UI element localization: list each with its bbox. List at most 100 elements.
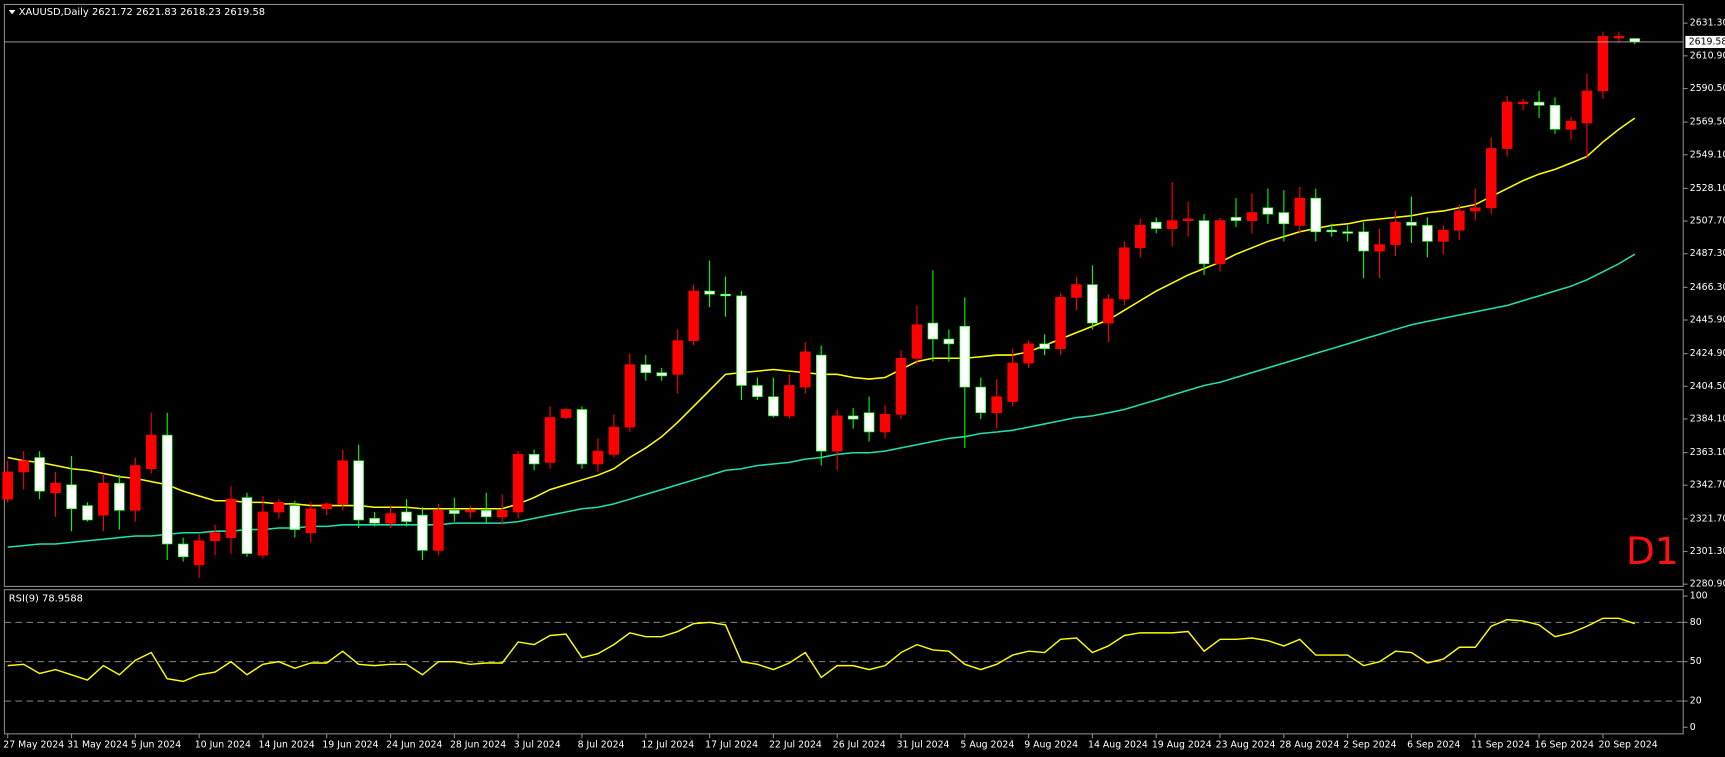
candle-body <box>273 502 285 513</box>
candle-body <box>704 290 715 295</box>
candle-body <box>1501 101 1513 149</box>
candle-body <box>720 293 731 297</box>
candle-body <box>576 409 588 465</box>
candle-body <box>1262 207 1274 215</box>
candle-body <box>911 324 923 359</box>
candle-body <box>688 290 699 341</box>
y-tick-label: 2549.10 <box>1690 149 1725 160</box>
candle-body <box>66 484 77 510</box>
candle-body <box>879 413 891 433</box>
candle-body <box>959 325 971 388</box>
candle-body <box>353 460 364 521</box>
x-tick-label: 9 Aug 2024 <box>1024 739 1078 750</box>
candle-body <box>241 497 253 554</box>
x-tick-label: 31 May 2024 <box>67 739 128 750</box>
candle-body <box>991 396 1002 414</box>
candle-body <box>417 514 428 551</box>
candle-body <box>1294 197 1306 226</box>
x-tick-label: 27 May 2024 <box>3 739 64 750</box>
candle-body <box>1597 36 1609 92</box>
y-tick-label: 2569.50 <box>1690 117 1725 128</box>
y-tick-label: 20 <box>1690 696 1702 707</box>
symbol: XAUUSD,Daily <box>19 7 89 18</box>
candle-body <box>752 385 763 398</box>
candle-body <box>560 409 572 418</box>
candle-body <box>608 426 620 455</box>
candle-body <box>815 354 827 452</box>
candle-body <box>1119 247 1130 300</box>
y-tick-label: 2280.90 <box>1690 579 1725 590</box>
candle-body <box>1517 101 1529 105</box>
candle-body <box>433 510 444 551</box>
candle-body <box>1629 38 1641 43</box>
x-tick-label: 23 Aug 2024 <box>1216 739 1276 750</box>
candle-body <box>401 511 412 522</box>
x-tick-label: 24 Jun 2024 <box>386 739 442 750</box>
x-tick-label: 14 Aug 2024 <box>1088 739 1148 750</box>
candle-body <box>1406 221 1417 226</box>
y-tick-label: 2528.10 <box>1690 183 1725 194</box>
y-tick-label: 50 <box>1690 656 1702 667</box>
candle-body <box>145 434 157 470</box>
x-tick-label: 6 Sep 2024 <box>1407 739 1460 750</box>
candle-body <box>161 434 173 545</box>
candle-body <box>1310 197 1322 233</box>
candle-body <box>82 505 93 521</box>
candle-body <box>768 396 779 417</box>
candle-body <box>1182 218 1194 221</box>
price-panel <box>3 3 1684 587</box>
y-tick-label: 2631.30 <box>1690 18 1725 29</box>
candle-body <box>480 510 492 518</box>
last-close: 2619.58 <box>224 7 265 18</box>
rsi-line <box>7 617 1636 683</box>
candle-body <box>895 357 907 415</box>
candle-body <box>289 505 301 530</box>
candle-body <box>369 518 380 524</box>
y-tick-label: 2424.90 <box>1690 348 1725 359</box>
candle-body <box>528 454 540 465</box>
candle-body <box>1087 284 1098 324</box>
candle-body <box>34 457 45 492</box>
candle-body <box>1422 225 1433 242</box>
candle-body <box>337 460 348 505</box>
current-price-box <box>1685 35 1725 48</box>
y-tick-label: 0 <box>1690 722 1696 733</box>
x-tick-label: 17 Jul 2024 <box>705 739 758 750</box>
symbol-header: XAUUSD,Daily 2621.72 2621.83 2618.23 261… <box>19 7 265 18</box>
candle-body <box>927 322 939 340</box>
candle-body <box>1246 212 1258 221</box>
y-tick-label: 2445.90 <box>1690 315 1725 326</box>
y-tick-label: 2321.70 <box>1690 513 1725 524</box>
candle-body <box>640 364 652 374</box>
rsi-title: RSI(9) <box>9 594 39 605</box>
candle-body <box>385 513 396 524</box>
candle-body <box>736 295 747 386</box>
rsi-last: 78.9588 <box>42 594 83 605</box>
y-tick-label: 2301.30 <box>1690 546 1725 557</box>
candle-body <box>656 372 668 377</box>
candle-body <box>1469 207 1481 212</box>
candle-body <box>1214 220 1226 265</box>
candle-body <box>831 415 843 452</box>
candle-body <box>1007 362 1018 402</box>
candle-body <box>257 511 269 556</box>
x-tick-label: 14 Jun 2024 <box>259 739 315 750</box>
y-tick-label: 2404.50 <box>1690 381 1725 392</box>
candle-body <box>1166 220 1178 229</box>
candle-body <box>114 482 125 511</box>
y-tick-label: 2610.90 <box>1690 50 1725 61</box>
x-tick-label: 12 Jul 2024 <box>641 739 694 750</box>
x-tick-label: 16 Sep 2024 <box>1535 739 1594 750</box>
candle-body <box>1533 101 1545 106</box>
candle-body <box>1613 36 1625 39</box>
candle-body <box>1150 221 1162 229</box>
x-tick-label: 8 Jul 2024 <box>578 739 625 750</box>
candle-body <box>1565 120 1577 130</box>
candle-body <box>847 415 859 420</box>
candle-body <box>1581 90 1593 124</box>
x-tick-label: 2 Sep 2024 <box>1343 739 1396 750</box>
x-tick-label: 20 Sep 2024 <box>1598 739 1657 750</box>
timeframe-label: D1 <box>1626 529 1679 573</box>
last-high: 2621.83 <box>136 7 177 18</box>
